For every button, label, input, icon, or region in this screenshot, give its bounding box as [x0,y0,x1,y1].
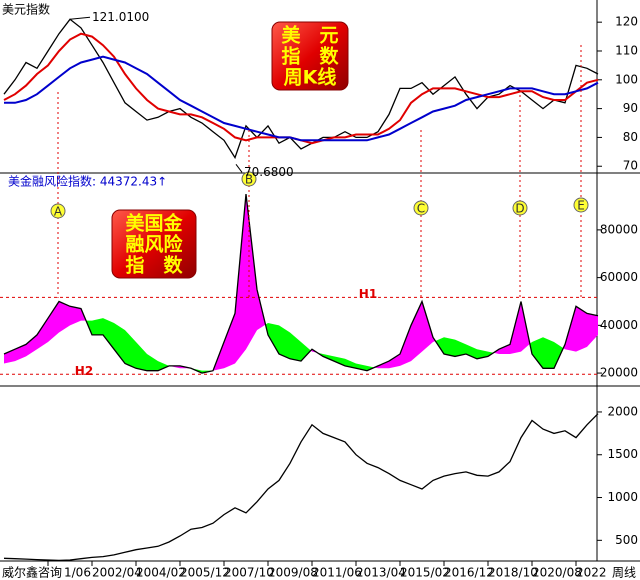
y-tick-label: 500 [615,533,638,547]
y-tick-label: 20000 [600,366,638,380]
risk-fill [114,322,125,364]
event-marker [573,197,589,213]
y-tick-label: 100 [615,72,638,86]
y-tick-label: 110 [615,43,638,57]
x-tick-label: 2002/04 [92,566,142,580]
y-tick-label: 2000 [607,404,638,418]
risk-fill [26,334,37,357]
level-label: H2 [75,364,93,378]
risk-fill [532,337,543,369]
level-label: H1 [359,287,377,301]
risk-fill [125,330,136,369]
risk-fill [455,339,466,357]
risk-fill [70,306,81,326]
annotation: 70.6800 [244,165,294,179]
x-tick-label: 2018/10 [488,566,538,580]
risk-fill [587,313,598,347]
risk-fill [411,301,422,362]
x-tick-label: 2015/02 [400,566,450,580]
risk-fill [158,361,169,371]
label-box-bg [111,209,197,279]
x-tick-label: 2016/12 [444,566,494,580]
x-tick-label: 2005/12 [180,566,230,580]
title-bg [0,1,50,17]
risk-fill [59,301,70,333]
x-tick-label: 1/06 [64,566,91,580]
label-box-text: 美国金 [125,212,183,235]
y-tick-label: 1500 [607,447,638,461]
y-tick-label: 70 [623,159,638,173]
risk-fill [301,342,311,362]
event-label: D [515,202,524,216]
risk-fill [147,353,158,371]
event-label: C [417,202,425,216]
y-tick-label: 90 [623,101,638,115]
y-tick-label: 40000 [600,318,638,332]
risk-fill [576,306,587,352]
x-tick-label: 2020/08 [532,566,582,580]
x-tick-label: 2011/06 [312,566,362,580]
unit-bg [606,564,640,580]
risk-fill [268,322,279,354]
y-tick-label: 120 [615,15,638,29]
risk-line [3,194,599,374]
label-box-text: 周K线 [284,66,337,89]
event-marker [413,200,429,216]
risk-fill [224,313,235,369]
risk-fill [334,356,345,366]
risk-fill [48,301,59,343]
event-marker [241,171,257,187]
risk-fill [290,332,301,362]
series-line [3,413,599,562]
x-tick-label: 2007/10 [224,566,274,580]
event-marker [512,200,528,216]
risk-fill [235,194,246,364]
risk-fill [499,344,510,354]
label-box-bg [271,21,349,91]
label-box-text: 指 数 [281,45,339,68]
footer-bg [0,563,62,580]
y-tick-label: 80000 [600,222,638,236]
annotation-leader [235,163,243,173]
risk-fill [136,342,147,371]
risk-fill [246,194,257,350]
y-tick-label: 1000 [607,490,638,504]
label-box-text: 指 数 [125,254,183,277]
label-box-text: 美 元 [281,24,338,47]
risk-fill [543,337,554,369]
x-tick-label: 2009/08 [268,566,318,580]
event-label: B [245,173,253,187]
event-label: E [577,199,585,213]
risk-fill [444,337,455,357]
risk-fill [422,301,433,352]
series-line [4,55,599,142]
label-box-text: 融风险 [125,233,183,256]
risk-fill [389,353,400,369]
x-tick-label: 2013/04 [356,566,406,580]
event-label: A [54,205,63,219]
x-tick-label: 2004/02 [136,566,186,580]
series-line [3,18,599,160]
risk-fill [466,344,477,359]
x-unit: 周线 [612,566,636,580]
risk-fill [356,363,367,371]
y-tick-label: 80 [623,130,638,144]
annotation-leader [69,16,91,20]
risk-fill [279,325,290,359]
x-tick-label: 2022/ [576,566,612,580]
chart-title: 美金融风险指数: 44372.43↑ [8,174,167,189]
risk-fill [400,325,411,366]
footer: 威尔鑫咨询 [2,565,62,580]
risk-fill [103,318,114,350]
event-marker [50,203,66,219]
annotation: 121.0100 [92,10,149,24]
risk-fill [37,318,48,350]
y-tick-label: 60000 [600,270,638,284]
risk-fill [92,318,103,335]
chart-title: 美元指数 [2,2,50,17]
